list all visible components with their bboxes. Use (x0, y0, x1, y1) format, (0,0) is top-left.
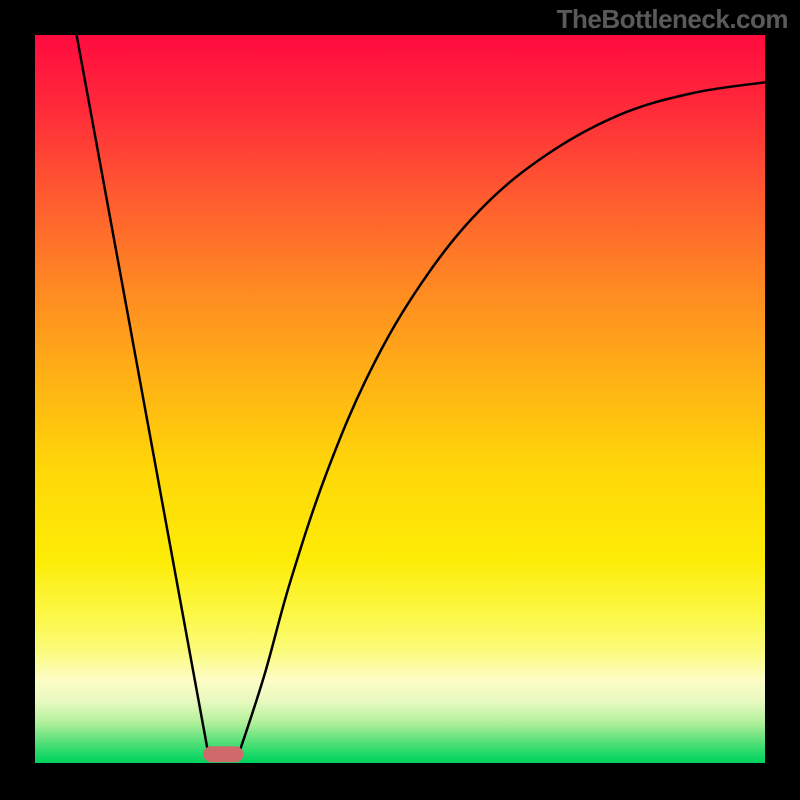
chart-container: { "watermark": { "text": "TheBottleneck.… (0, 0, 800, 800)
optimum-marker (203, 746, 243, 762)
bottleneck-chart (0, 0, 800, 800)
watermark-text: TheBottleneck.com (557, 4, 788, 35)
